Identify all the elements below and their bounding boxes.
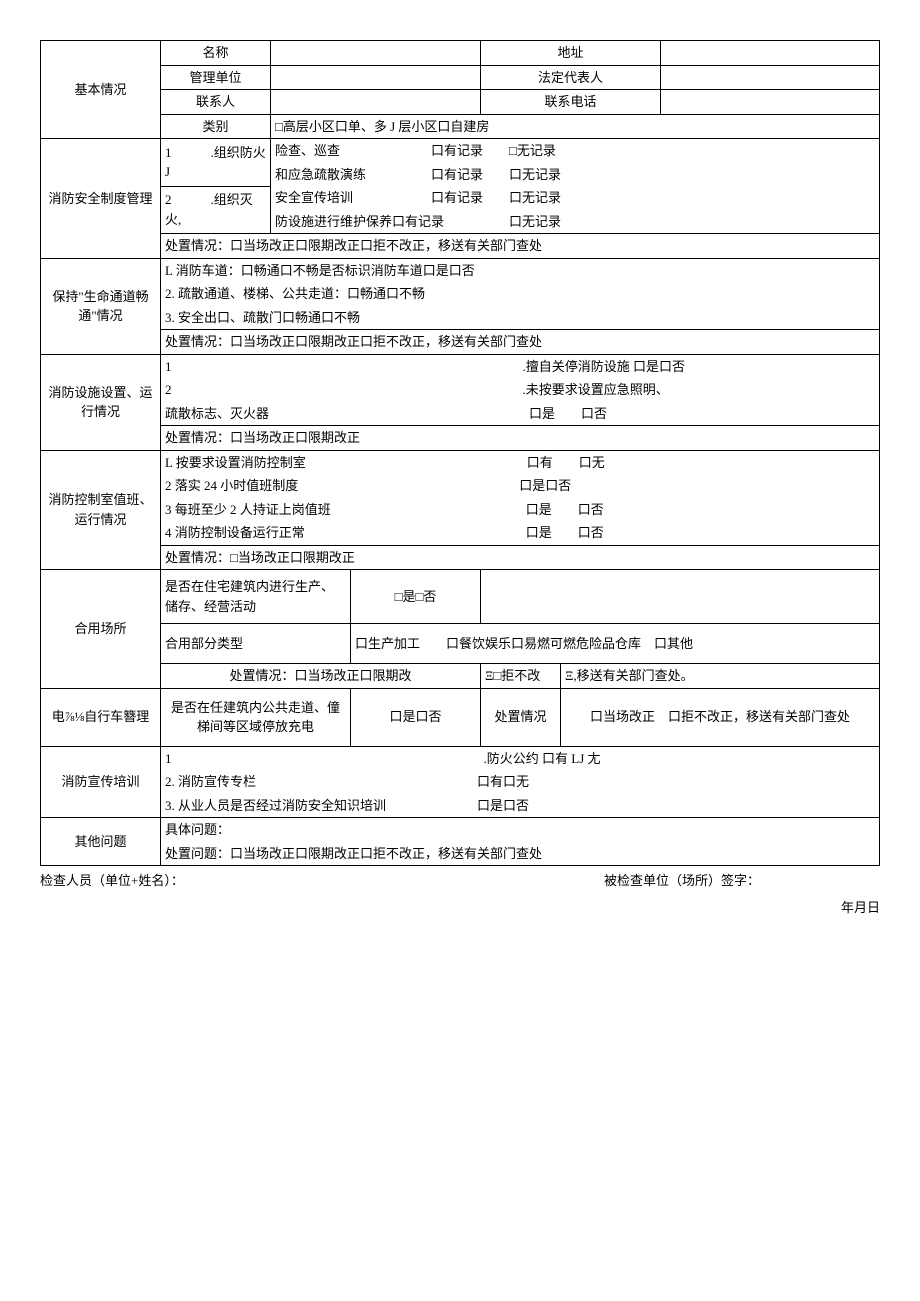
facility-disposal[interactable]: 处置情况：口当场改正口限期改正 [161,426,880,451]
value-legal-rep[interactable] [661,65,880,90]
ebike-q-label: 是否在任建筑内公共走道、僮梯间等区域停放充电 [161,688,351,746]
safety-title: 消防安全制度管理 [41,139,161,259]
shared-q1-blank [481,570,880,624]
shared-row-2: 合用部分类型 口生产加工 口餐饮娱乐口易燃可燃危险品仓库 口其他 [41,624,880,664]
facility-l2b[interactable]: 疏散标志、灭火器 口是 口否 [161,402,880,426]
basic-row-name: 基本情况 名称 地址 [41,41,880,66]
label-legal-rep: 法定代表人 [481,65,661,90]
safety-row-1: 消防安全制度管理 1 .组织防火 J 险查、巡查 口有记录 □无记录 [41,139,880,163]
shared-disposal-r2[interactable]: Ξ,移送有关部门查处。 [561,664,880,689]
label-contact: 联系人 [161,90,271,115]
training-row-3: 3. 从业人员是否经过消防安全知识培训 口是口否 [41,794,880,818]
other-row-1: 其他问题 具体问题： [41,818,880,842]
inspection-form: 基本情况 名称 地址 管理单位 法定代表人 联系人 联系电话 类别 □高层小区口… [40,40,880,866]
training-row-2: 2. 消防宣传专栏 口有口无 [41,770,880,794]
label-address: 地址 [481,41,661,66]
ebike-title: 电⅞⅛自行车簪理 [41,688,161,746]
ebike-disp-label: 处置情况 [481,688,561,746]
passage-title: 保持"生命通道畅通"情况 [41,258,161,354]
label-category: 类别 [161,114,271,139]
shared-q1-opts[interactable]: □是□否 [351,570,481,624]
control-l3[interactable]: 3 每班至少 2 人持证上岗值班 口是 口否 [161,498,880,522]
passage-l1[interactable]: L 消防车道：口畅通口不畅是否标识消防车道口是口否 [161,258,880,282]
shared-row-1: 合用场所 是否在住宅建筑内进行生产、储存、经营活动 □是□否 [41,570,880,624]
training-title: 消防宣传培训 [41,746,161,818]
inspected-label: 被检查单位（场所）签字： [604,870,760,889]
shared-disposal-r1[interactable]: Ξ□拒不改 [481,664,561,689]
training-l3[interactable]: 3. 从业人员是否经过消防安全知识培训 口是口否 [161,794,880,818]
footer: 检查人员（单位+姓名）： 被检查单位（场所）签字： [40,870,880,889]
basic-title: 基本情况 [41,41,161,139]
facility-l2a[interactable]: 2 .未按要求设置应急照明、 [161,378,880,402]
safety-r4[interactable]: 防设施进行维护保养口有记录 口无记录 [271,210,880,234]
passage-l2[interactable]: 2. 疏散通道、楼梯、公共走道：口畅通口不畅 [161,282,880,306]
category-options[interactable]: □高层小区口单、多 J 层小区口自建房 [271,114,880,139]
control-row-3: 3 每班至少 2 人持证上岗值班 口是 口否 [41,498,880,522]
passage-l3[interactable]: 3. 安全出口、疏散门口畅通口不畅 [161,306,880,330]
value-contact[interactable] [271,90,481,115]
value-phone[interactable] [661,90,880,115]
control-l2[interactable]: 2 落实 24 小时值班制度 口是口否 [161,474,880,498]
shared-row-disposal: 处置情况：口当场改正口限期改 Ξ□拒不改 Ξ,移送有关部门查处。 [41,664,880,689]
other-row-2: 处置问题：口当场改正口限期改正口拒不改正，移送有关部门查处 [41,842,880,866]
other-l2[interactable]: 处置问题：口当场改正口限期改正口拒不改正，移送有关部门查处 [161,842,880,866]
safety-left2: 2 .组织灭火, [161,186,271,234]
safety-disposal[interactable]: 处置情况：口当场改正口限期改正口拒不改正，移送有关部门查处 [161,234,880,259]
basic-row-category: 类别 □高层小区口单、多 J 层小区口自建房 [41,114,880,139]
control-title: 消防控制室值班、运行情况 [41,450,161,570]
shared-q2-opts[interactable]: 口生产加工 口餐饮娱乐口易燃可燃危险品仓库 口其他 [351,624,880,664]
passage-row-3: 3. 安全出口、疏散门口畅通口不畅 [41,306,880,330]
value-mgmt[interactable] [271,65,481,90]
other-l1[interactable]: 具体问题： [161,818,880,842]
value-address[interactable] [661,41,880,66]
facility-row-2b: 疏散标志、灭火器 口是 口否 [41,402,880,426]
passage-disposal[interactable]: 处置情况：口当场改正口限期改正口拒不改正，移送有关部门查处 [161,330,880,355]
safety-r1[interactable]: 险查、巡查 口有记录 □无记录 [271,139,880,163]
date-line: 年月日 [40,897,880,916]
control-row-4: 4 消防控制设备运行正常 口是 口否 [41,521,880,545]
label-mgmt: 管理单位 [161,65,271,90]
control-row-1: 消防控制室值班、运行情况 L 按要求设置消防控制室 口有 口无 [41,450,880,474]
inspector-label: 检查人员（单位+姓名）： [40,870,184,889]
facility-l1[interactable]: 1 .擅自关停消防设施 口是口否 [161,354,880,378]
basic-row-mgmt: 管理单位 法定代表人 [41,65,880,90]
training-row-1: 消防宣传培训 1 .防火公约 口有 LJ 尢 [41,746,880,770]
facility-row-1: 消防设施设置、运行情况 1 .擅自关停消防设施 口是口否 [41,354,880,378]
facility-title: 消防设施设置、运行情况 [41,354,161,450]
passage-row-disposal: 处置情况：口当场改正口限期改正口拒不改正，移送有关部门查处 [41,330,880,355]
basic-row-contact: 联系人 联系电话 [41,90,880,115]
label-phone: 联系电话 [481,90,661,115]
control-l1[interactable]: L 按要求设置消防控制室 口有 口无 [161,450,880,474]
ebike-q-opts[interactable]: 口是口否 [351,688,481,746]
passage-row-1: 保持"生命通道畅通"情况 L 消防车道：口畅通口不畅是否标识消防车道口是口否 [41,258,880,282]
training-l2[interactable]: 2. 消防宣传专栏 口有口无 [161,770,880,794]
safety-r3[interactable]: 安全宣传培训 口有记录 口无记录 [271,186,880,210]
shared-q2-label: 合用部分类型 [161,624,351,664]
control-row-disposal: 处置情况：□当场改正口限期改正 [41,545,880,570]
passage-row-2: 2. 疏散通道、楼梯、公共走道：口畅通口不畅 [41,282,880,306]
other-title: 其他问题 [41,818,161,866]
safety-row-3: 2 .组织灭火, 安全宣传培训 口有记录 口无记录 [41,186,880,210]
safety-row-disposal: 处置情况：口当场改正口限期改正口拒不改正，移送有关部门查处 [41,234,880,259]
facility-row-2a: 2 .未按要求设置应急照明、 [41,378,880,402]
label-name: 名称 [161,41,271,66]
control-row-2: 2 落实 24 小时值班制度 口是口否 [41,474,880,498]
shared-q1-label: 是否在住宅建筑内进行生产、储存、经营活动 [161,570,351,624]
safety-left1: 1 .组织防火 J [161,139,271,187]
control-l4[interactable]: 4 消防控制设备运行正常 口是 口否 [161,521,880,545]
control-disposal[interactable]: 处置情况：□当场改正口限期改正 [161,545,880,570]
facility-row-disposal: 处置情况：口当场改正口限期改正 [41,426,880,451]
shared-disposal-label[interactable]: 处置情况：口当场改正口限期改 [161,664,481,689]
safety-r2[interactable]: 和应急疏散演练 口有记录 口无记录 [271,163,880,187]
shared-title: 合用场所 [41,570,161,689]
ebike-disp-opts[interactable]: 口当场改正 口拒不改正，移送有关部门查处 [561,688,880,746]
value-name[interactable] [271,41,481,66]
ebike-row: 电⅞⅛自行车簪理 是否在任建筑内公共走道、僮梯间等区域停放充电 口是口否 处置情… [41,688,880,746]
training-l1[interactable]: 1 .防火公约 口有 LJ 尢 [161,746,880,770]
